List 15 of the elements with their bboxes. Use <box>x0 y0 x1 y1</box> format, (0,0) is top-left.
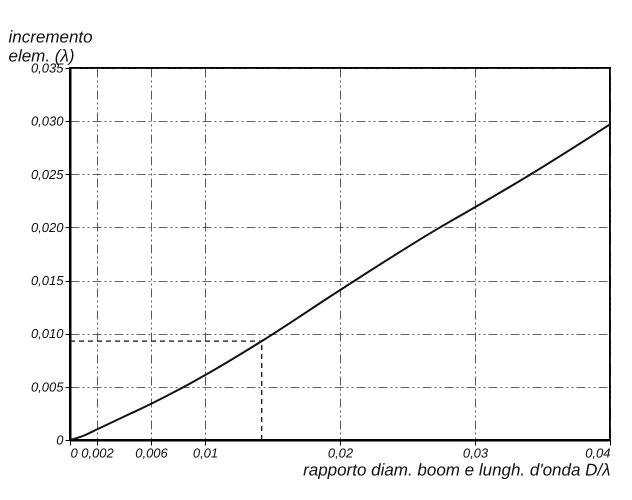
x-tick-label: 0,02 <box>328 446 354 460</box>
x-tick-label: 0,006 <box>135 446 169 460</box>
x-tick-label: 0,04 <box>585 446 610 460</box>
x-axis-title: rapporto diam. boom e lungh. d'onda D/λ <box>303 460 610 480</box>
y-tick-label: 0,010 <box>30 326 64 342</box>
x-tick-label: 0,002 <box>81 446 115 460</box>
y-tick-label: 0 <box>56 432 64 448</box>
y-tick-label: 0,030 <box>30 114 64 129</box>
x-tick-label: 0,03 <box>462 446 489 460</box>
x-tick-label: 0 <box>70 446 78 460</box>
x-tick-label: 0,01 <box>192 446 218 460</box>
y-tick-label: 0,015 <box>30 273 64 288</box>
y-tick-label: 0,020 <box>30 220 64 235</box>
y-tick-label: 0,005 <box>30 379 64 394</box>
y-tick-label: 0,025 <box>30 166 64 182</box>
